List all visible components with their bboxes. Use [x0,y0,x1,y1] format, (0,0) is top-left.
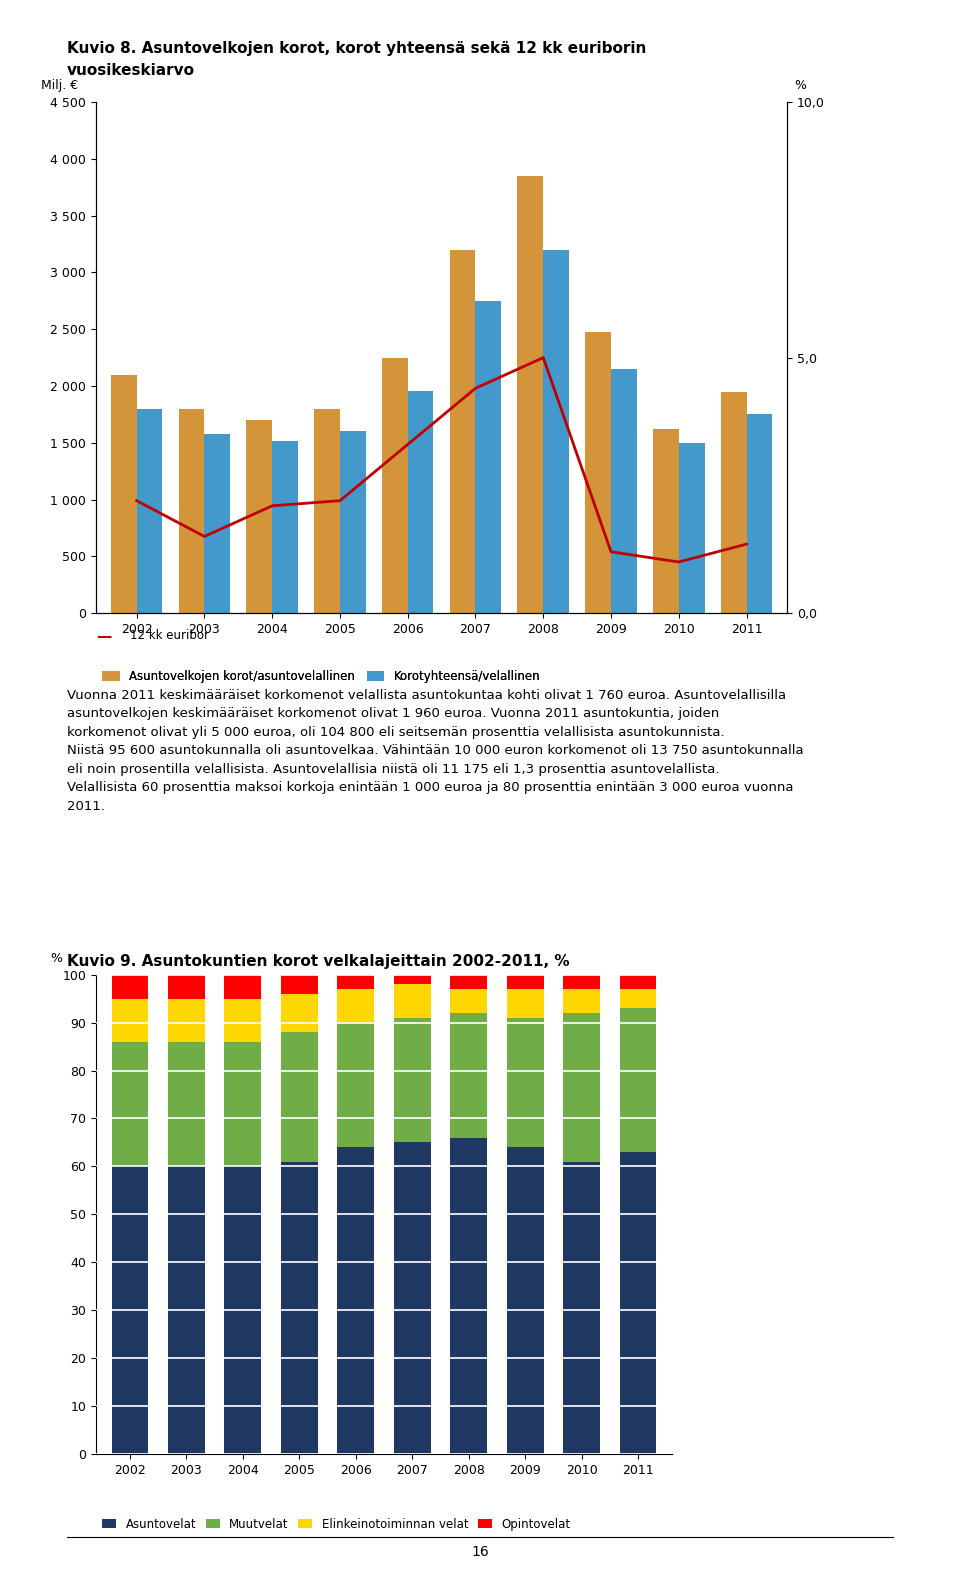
Bar [281,1033,318,1162]
Bar [225,1042,261,1166]
Bar [225,998,261,1042]
Bar [507,1017,543,1148]
Bar [111,998,148,1042]
Bar [564,1162,600,1454]
Bar [111,1166,148,1454]
Bar [653,429,679,613]
Text: Milj. €: Milj. € [40,79,78,91]
Bar [564,1012,600,1162]
Bar [564,975,600,989]
Bar [721,391,747,613]
Bar [111,374,136,613]
Bar [168,975,204,998]
Legend: Asuntovelkojen korot/asuntovelallinen, Korotyhteensä/velallinen: Asuntovelkojen korot/asuntovelallinen, K… [102,670,540,684]
Bar [111,1042,148,1166]
Bar [136,409,162,613]
Text: 16: 16 [471,1545,489,1558]
Bar [507,975,543,989]
Bar [281,975,318,994]
Bar [564,989,600,1012]
Text: Vuonna 2011 keskimääräiset korkomenot velallista asuntokuntaa kohti olivat 1 760: Vuonna 2011 keskimääräiset korkomenot ve… [67,689,804,813]
Text: %: % [794,79,806,91]
Bar [168,998,204,1042]
Bar [507,989,543,1017]
Bar [337,975,374,989]
Bar [281,994,318,1033]
Bar [394,984,431,1017]
Bar [337,1022,374,1148]
Bar [382,357,408,613]
Bar [611,369,636,613]
Bar [449,250,475,613]
Bar [507,1148,543,1454]
Legend: Asuntovelat, Muutvelat, Elinkeinotoiminnan velat, Opintovelat: Asuntovelat, Muutvelat, Elinkeinotoiminn… [102,1517,570,1531]
Bar [620,1008,657,1152]
Bar [408,390,434,613]
Bar [247,420,273,613]
Text: 12 kk euribor: 12 kk euribor [130,629,208,641]
Bar [394,1143,431,1454]
Bar [620,1152,657,1454]
Bar [281,1162,318,1454]
Bar [450,989,487,1012]
Text: Kuvio 8. Asuntovelkojen korot, korot yhteensä sekä 12 kk euriborin: Kuvio 8. Asuntovelkojen korot, korot yht… [67,41,647,57]
Bar [111,975,148,998]
Bar [620,989,657,1008]
Text: Kuvio 9. Asuntokuntien korot velkalajeittain 2002-2011, %: Kuvio 9. Asuntokuntien korot velkalajeit… [67,954,570,970]
Bar [620,975,657,989]
Bar [340,431,366,613]
Bar [314,409,340,613]
Bar [517,176,543,613]
Text: %: % [50,953,61,965]
Text: vuosikeskiarvo: vuosikeskiarvo [67,63,195,79]
Bar [204,434,230,613]
Bar [179,409,204,613]
Bar [394,1017,431,1143]
Bar [225,1166,261,1454]
Bar [168,1042,204,1166]
Bar [273,440,298,613]
Bar [337,1148,374,1454]
Text: —: — [96,629,111,645]
Bar [679,443,705,613]
Bar [586,332,611,613]
Bar [450,1012,487,1138]
Bar [543,250,569,613]
Bar [475,300,501,613]
Bar [450,1138,487,1454]
Bar [450,975,487,989]
Bar [225,975,261,998]
Bar [337,989,374,1022]
Bar [168,1166,204,1454]
Bar [394,975,431,984]
Bar [747,415,772,613]
